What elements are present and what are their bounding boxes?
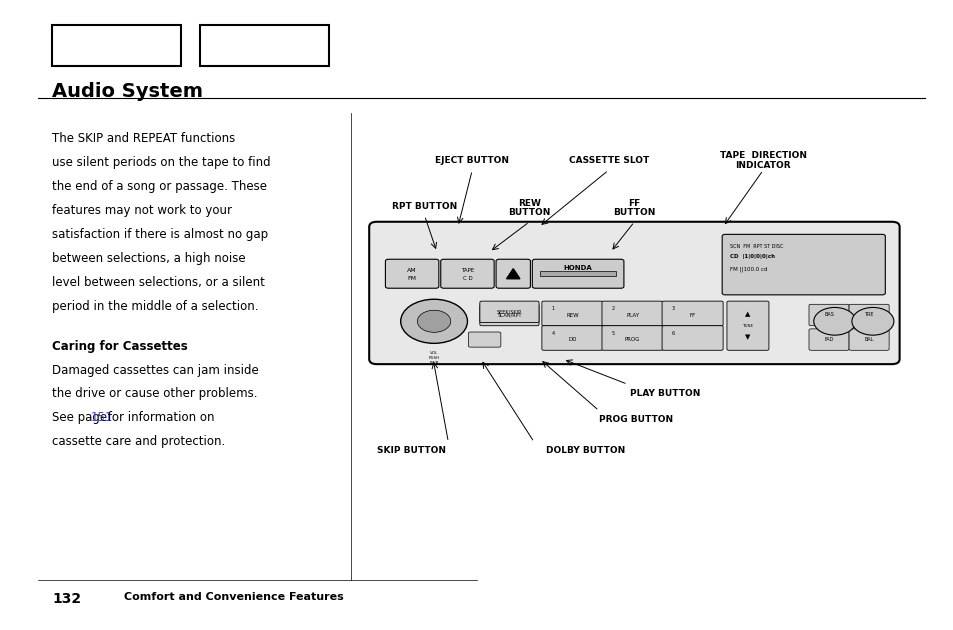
Text: satisfaction if there is almost no gap: satisfaction if there is almost no gap (52, 228, 269, 241)
Text: CD  |1|0|0|0|ch: CD |1|0|0|0|ch (729, 254, 774, 259)
FancyBboxPatch shape (601, 301, 662, 326)
FancyBboxPatch shape (532, 260, 623, 289)
Text: period in the middle of a selection.: period in the middle of a selection. (52, 300, 258, 313)
Text: level between selections, or a silent: level between selections, or a silent (52, 276, 265, 289)
FancyBboxPatch shape (479, 301, 538, 323)
Text: 2: 2 (611, 306, 614, 311)
Text: 1: 1 (551, 306, 554, 311)
Text: EJECT BUTTON: EJECT BUTTON (435, 156, 509, 165)
Text: DD: DD (568, 338, 576, 342)
FancyBboxPatch shape (385, 260, 438, 289)
Text: AM: AM (407, 268, 416, 273)
Text: BUTTON: BUTTON (508, 209, 550, 217)
Text: the end of a song or passage. These: the end of a song or passage. These (52, 180, 267, 193)
Text: RPT BUTTON: RPT BUTTON (392, 202, 456, 211)
Text: SCAN/RPT: SCAN/RPT (497, 312, 521, 318)
Text: PROG BUTTON: PROG BUTTON (598, 415, 673, 423)
Text: 5: 5 (611, 331, 614, 336)
Text: SKIP BUTTON: SKIP BUTTON (377, 446, 446, 455)
Text: FM ||100.0 cd: FM ||100.0 cd (729, 266, 766, 272)
Text: BUTTON: BUTTON (613, 209, 655, 217)
Text: Comfort and Convenience Features: Comfort and Convenience Features (124, 592, 343, 602)
Text: TAPE: TAPE (460, 268, 474, 273)
Text: FF: FF (689, 313, 695, 318)
Text: TRE: TRE (863, 312, 873, 318)
Text: REW: REW (517, 199, 540, 208)
Text: 132: 132 (52, 592, 82, 606)
Bar (52, 25, 181, 66)
Text: between selections, a high noise: between selections, a high noise (52, 252, 246, 265)
FancyBboxPatch shape (601, 326, 662, 350)
Circle shape (851, 307, 893, 335)
Circle shape (416, 311, 450, 333)
Text: TUNE: TUNE (741, 324, 753, 328)
Text: Caring for Cassettes: Caring for Cassettes (52, 340, 188, 353)
Text: ▲: ▲ (744, 311, 750, 317)
FancyBboxPatch shape (541, 301, 602, 326)
FancyBboxPatch shape (661, 301, 722, 326)
FancyBboxPatch shape (468, 332, 500, 347)
Text: See page: See page (52, 411, 112, 425)
FancyBboxPatch shape (496, 260, 530, 289)
Text: for information on: for information on (104, 411, 214, 425)
Text: SCN  FM  RPT ST DISC: SCN FM RPT ST DISC (729, 244, 782, 249)
FancyBboxPatch shape (808, 304, 848, 326)
Text: PWR: PWR (429, 361, 438, 365)
Text: 6: 6 (671, 331, 674, 336)
Text: REW: REW (565, 313, 578, 318)
Text: ▼: ▼ (744, 335, 750, 340)
FancyBboxPatch shape (369, 222, 899, 364)
FancyBboxPatch shape (848, 304, 888, 326)
FancyBboxPatch shape (479, 304, 538, 326)
FancyBboxPatch shape (541, 326, 602, 350)
Text: BAS: BAS (823, 312, 833, 318)
FancyBboxPatch shape (848, 329, 888, 350)
Text: 4: 4 (551, 331, 554, 336)
Text: 151: 151 (91, 411, 113, 425)
Text: use silent periods on the tape to find: use silent periods on the tape to find (52, 156, 271, 169)
FancyBboxPatch shape (808, 329, 848, 350)
Text: BAL: BAL (863, 337, 873, 342)
FancyBboxPatch shape (440, 260, 494, 289)
Text: PLAY BUTTON: PLAY BUTTON (629, 389, 700, 398)
Text: C D: C D (462, 276, 472, 280)
Bar (200, 25, 329, 66)
FancyBboxPatch shape (721, 234, 884, 295)
Text: FAD: FAD (823, 337, 833, 342)
Text: Damaged cassettes can jam inside: Damaged cassettes can jam inside (52, 364, 259, 377)
Text: TAPE  DIRECTION: TAPE DIRECTION (719, 151, 806, 160)
Text: cassette care and protection.: cassette care and protection. (52, 435, 226, 449)
Circle shape (400, 299, 467, 343)
Text: SEEK/SKIP: SEEK/SKIP (497, 309, 521, 314)
Text: VOL: VOL (430, 351, 437, 355)
FancyBboxPatch shape (726, 301, 768, 350)
Text: the drive or cause other problems.: the drive or cause other problems. (52, 387, 257, 401)
Text: The SKIP and REPEAT functions: The SKIP and REPEAT functions (52, 132, 235, 146)
Text: PUSH: PUSH (428, 356, 439, 360)
Text: FF: FF (628, 199, 639, 208)
FancyBboxPatch shape (661, 326, 722, 350)
Text: HONDA: HONDA (563, 265, 592, 271)
Text: Audio System: Audio System (52, 82, 203, 101)
Text: DOLBY BUTTON: DOLBY BUTTON (545, 446, 624, 455)
Text: INDICATOR: INDICATOR (735, 161, 790, 170)
Text: CASSETTE SLOT: CASSETTE SLOT (568, 156, 648, 165)
Bar (539, 271, 616, 276)
Text: PROG: PROG (624, 338, 639, 342)
Text: 3: 3 (671, 306, 674, 311)
Polygon shape (506, 268, 519, 278)
Text: FM: FM (407, 276, 416, 280)
Text: features may not work to your: features may not work to your (52, 204, 233, 217)
Text: PLAY: PLAY (625, 313, 639, 318)
Circle shape (813, 307, 855, 335)
